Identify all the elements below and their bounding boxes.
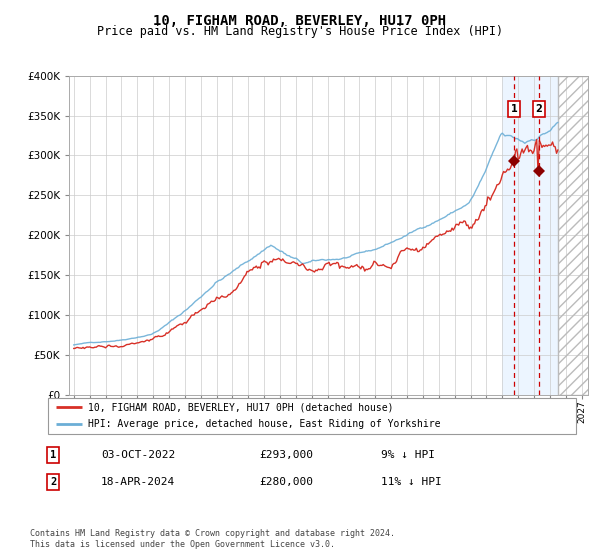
Text: £293,000: £293,000	[259, 450, 313, 460]
Text: Price paid vs. HM Land Registry's House Price Index (HPI): Price paid vs. HM Land Registry's House …	[97, 25, 503, 38]
Text: £280,000: £280,000	[259, 477, 313, 487]
Text: 10, FIGHAM ROAD, BEVERLEY, HU17 0PH (detached house): 10, FIGHAM ROAD, BEVERLEY, HU17 0PH (det…	[88, 403, 393, 412]
Bar	[558, 76, 590, 395]
Bar	[558, 76, 590, 395]
Text: 1: 1	[50, 450, 56, 460]
Text: 10, FIGHAM ROAD, BEVERLEY, HU17 0PH: 10, FIGHAM ROAD, BEVERLEY, HU17 0PH	[154, 14, 446, 28]
Text: HPI: Average price, detached house, East Riding of Yorkshire: HPI: Average price, detached house, East…	[88, 419, 440, 429]
Text: Contains HM Land Registry data © Crown copyright and database right 2024.
This d: Contains HM Land Registry data © Crown c…	[30, 529, 395, 549]
Text: 2: 2	[535, 104, 542, 114]
Text: 2: 2	[50, 477, 56, 487]
Text: 1: 1	[511, 104, 518, 114]
Text: 18-APR-2024: 18-APR-2024	[101, 477, 175, 487]
Text: 11% ↓ HPI: 11% ↓ HPI	[380, 477, 442, 487]
Text: 03-OCT-2022: 03-OCT-2022	[101, 450, 175, 460]
Bar	[502, 76, 558, 395]
Text: 9% ↓ HPI: 9% ↓ HPI	[380, 450, 434, 460]
